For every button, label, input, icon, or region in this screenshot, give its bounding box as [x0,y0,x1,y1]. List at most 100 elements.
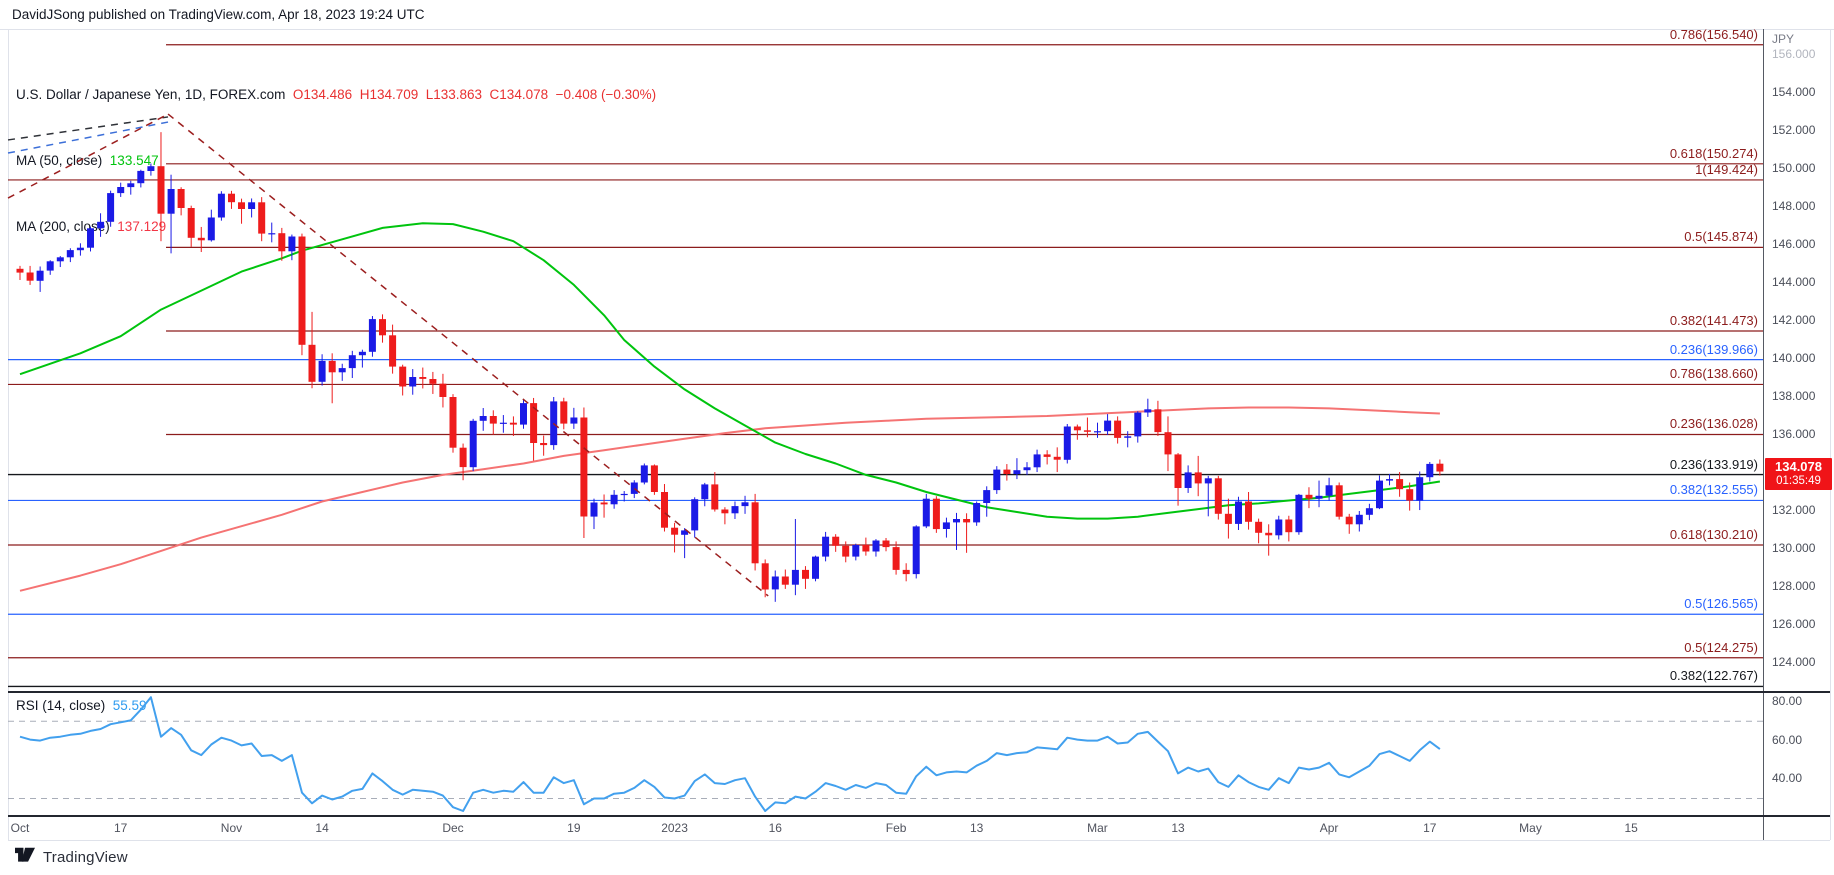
candle-body-up[interactable] [771,576,779,590]
candle-body-down[interactable] [1214,478,1222,514]
symbol-legend-row[interactable]: U.S. Dollar / Japanese Yen, 1D, FOREX.co… [16,84,656,106]
candle-body-down[interactable] [1396,479,1404,490]
candle-body-up[interactable] [338,368,346,373]
candle-body-down[interactable] [228,193,235,203]
candle-body-down[interactable] [419,377,427,379]
rsi-legend[interactable]: RSI (14, close) 55.59 [16,698,147,713]
candle-body-up[interactable] [358,351,366,356]
candle-body-up[interactable] [268,233,276,235]
candle-body-up[interactable] [1104,420,1112,432]
candle-body-down[interactable] [882,540,890,548]
candle-body-down[interactable] [832,536,840,546]
candle-body-up[interactable] [1184,472,1192,488]
candle-body-up[interactable] [630,482,638,494]
candle-body-down[interactable] [560,401,568,424]
candle-body-up[interactable] [469,420,477,468]
candle-body-down[interactable] [1335,485,1343,517]
candle-body-up[interactable] [590,502,598,517]
candle-body-up[interactable] [1063,426,1071,460]
candle-body-up[interactable] [318,360,326,382]
candle-body-down[interactable] [379,319,386,336]
candle-body-down[interactable] [902,569,910,575]
candle-body-down[interactable] [298,236,306,345]
candle-body-up[interactable] [1376,480,1383,509]
candle-body-down[interactable] [1003,469,1011,474]
candle-body-up[interactable] [741,502,749,507]
candle-body-up[interactable] [1325,485,1333,496]
candle-body-down[interactable] [308,344,316,382]
candle-body-up[interactable] [872,540,880,552]
candle-body-up[interactable] [368,319,376,352]
candle-body-down[interactable] [600,502,608,505]
candle-body-down[interactable] [389,335,397,367]
candle-body-up[interactable] [1386,479,1393,481]
candle-body-up[interactable] [348,355,356,369]
candle-body-up[interactable] [520,403,527,425]
candle-body-down[interactable] [278,233,286,252]
candle-body-down[interactable] [439,383,447,397]
candle-body-up[interactable] [681,530,689,535]
candle-body-up[interactable] [137,170,145,184]
candle-body-down[interactable] [258,202,266,234]
candle-body-up[interactable] [912,526,920,575]
candle-body-up[interactable] [691,499,699,531]
candle-body-up[interactable] [701,484,709,500]
candle-body-up[interactable] [248,202,256,209]
candle-body-up[interactable] [973,503,981,523]
candle-body-up[interactable] [46,261,54,271]
candle-body-down[interactable] [1345,516,1353,525]
candle-body-down[interactable] [187,208,195,238]
candle-body-down[interactable] [1255,521,1263,533]
candle-body-up[interactable] [953,519,960,523]
candle-body-down[interactable] [509,422,517,425]
candle-body-up[interactable] [1134,412,1142,437]
candle-body-up[interactable] [56,257,64,262]
candle-body-down[interactable] [761,563,769,590]
candle-body-up[interactable] [640,465,648,483]
candle-body-down[interactable] [157,166,165,214]
candle-body-up[interactable] [288,236,296,252]
candle-body-up[interactable] [1426,463,1434,478]
candle-body-down[interactable] [842,545,850,557]
candle-body-down[interactable] [1174,454,1182,488]
candle-body-up[interactable] [1124,436,1132,438]
candle-body-down[interactable] [1285,519,1293,533]
candle-body-up[interactable] [620,493,628,496]
candle-body-down[interactable] [650,465,658,492]
candle-body-down[interactable] [1245,501,1252,522]
candle-body-down[interactable] [16,268,24,273]
candle-body-down[interactable] [932,498,940,530]
candle-body-up[interactable] [852,545,860,557]
candle-body-up[interactable] [1094,431,1101,433]
candle-body-up[interactable] [610,494,618,505]
candle-body-down[interactable] [892,547,900,570]
candle-body-up[interactable] [409,377,417,387]
tradingview-logo[interactable]: TradingView [14,847,128,867]
candle-body-down[interactable] [671,527,679,535]
candle-body-up[interactable] [993,469,1001,491]
candle-body-down[interactable] [1265,532,1273,536]
candle-body-up[interactable] [1013,470,1021,474]
candle-body-down[interactable] [751,502,759,564]
candle-body-down[interactable] [1406,489,1414,501]
candle-body-down[interactable] [1164,432,1172,455]
candle-body-up[interactable] [822,536,830,557]
candle-body-up[interactable] [97,221,105,229]
candle-body-down[interactable] [1053,456,1061,460]
candle-body-up[interactable] [479,416,487,421]
candle-body-up[interactable] [147,166,155,171]
symbol-legend[interactable]: U.S. Dollar / Japanese Yen, 1D, FOREX.co… [16,40,656,282]
rsi-line[interactable] [19,696,1441,812]
candle-body-down[interactable] [1305,494,1313,499]
candle-body-down[interactable] [540,443,548,446]
candle-body-up[interactable] [731,506,739,514]
candle-body-up[interactable] [570,417,578,424]
candle-body-up[interactable] [1275,519,1283,536]
candle-body-up[interactable] [942,522,950,529]
ma50-legend-row[interactable]: MA (50, close) 133.547 [16,150,656,172]
candle-body-down[interactable] [781,576,789,585]
candle-body-down[interactable] [399,366,407,387]
candle-body-down[interactable] [1154,409,1162,433]
candle-body-up[interactable] [983,490,991,503]
